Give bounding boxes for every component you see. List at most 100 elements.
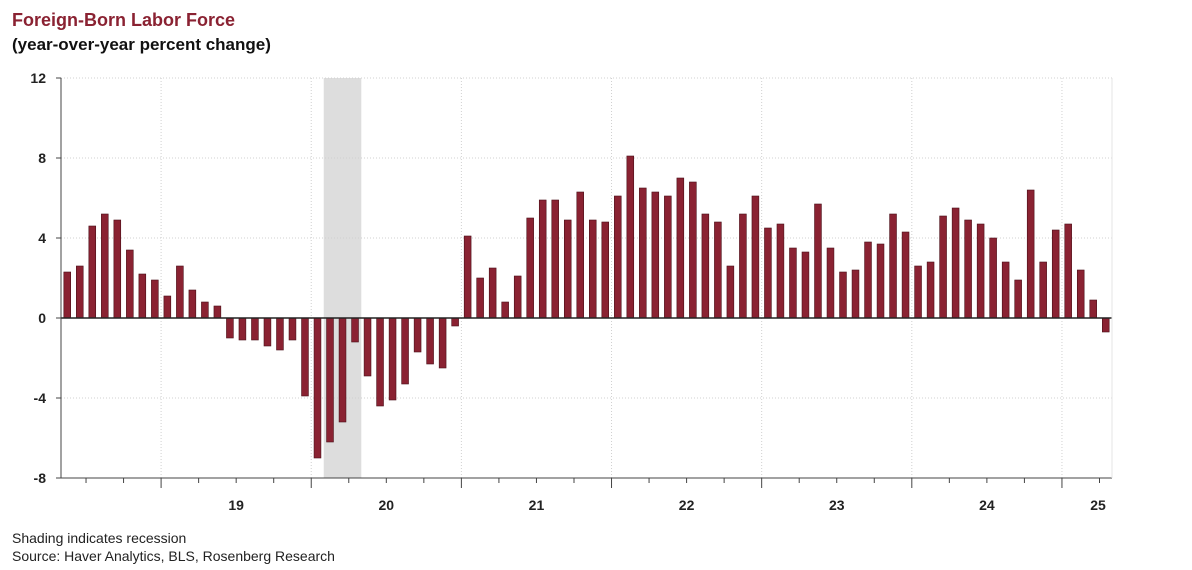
bar — [563, 219, 572, 319]
bar — [1026, 189, 1035, 319]
x-tick-label: 20 — [379, 497, 395, 513]
bar — [151, 279, 159, 319]
x-tick-label: 22 — [679, 497, 695, 513]
bar — [939, 215, 947, 319]
chart-subtitle: (year-over-year percent change) — [12, 35, 271, 54]
bar — [188, 289, 197, 319]
y-tick-label: 4 — [38, 230, 46, 246]
bar — [413, 317, 422, 353]
bar — [664, 195, 672, 319]
x-tick-label: 19 — [228, 497, 244, 513]
x-tick-label: 23 — [829, 497, 845, 513]
bar — [363, 317, 372, 377]
bar — [789, 247, 797, 319]
bar — [313, 317, 322, 459]
bar — [551, 199, 559, 319]
bar — [901, 231, 910, 319]
x-tick-label: 21 — [529, 497, 545, 513]
bar — [976, 223, 985, 319]
bar — [176, 265, 184, 319]
bar — [764, 227, 772, 319]
bar — [814, 203, 822, 319]
bar — [576, 191, 584, 319]
bar — [476, 277, 484, 319]
bar — [1039, 261, 1047, 319]
bar — [251, 317, 259, 341]
y-tick-label: 12 — [30, 70, 46, 86]
bar — [276, 317, 284, 351]
bar — [676, 177, 685, 319]
bar — [401, 317, 409, 385]
bar — [826, 247, 835, 319]
bar — [726, 265, 735, 319]
bar — [776, 223, 785, 319]
bar — [513, 275, 522, 319]
bar — [538, 199, 547, 319]
bar — [1076, 269, 1085, 319]
bar — [1089, 299, 1097, 319]
source-note: Source: Haver Analytics, BLS, Rosenberg … — [12, 548, 335, 564]
bar — [63, 271, 71, 319]
bar — [438, 317, 447, 369]
bar — [639, 187, 647, 319]
bar — [488, 267, 497, 319]
bar — [1051, 229, 1060, 319]
bar — [739, 213, 747, 319]
bar — [451, 317, 459, 327]
bar — [1001, 261, 1010, 319]
bar — [501, 301, 509, 319]
bar — [226, 317, 234, 339]
y-tick-label: -4 — [34, 390, 47, 406]
bar — [1102, 317, 1110, 333]
bar — [426, 317, 434, 365]
bar — [701, 213, 710, 319]
bar — [1064, 223, 1072, 319]
bar — [964, 219, 972, 319]
x-tick-label: 25 — [1090, 497, 1106, 513]
bar — [201, 301, 209, 319]
y-tick-label: 8 — [38, 150, 46, 166]
bar — [864, 241, 872, 319]
bar — [376, 317, 384, 407]
bar — [614, 195, 622, 319]
recession-note: Shading indicates recession — [12, 530, 187, 546]
bar — [914, 265, 922, 319]
bar — [138, 273, 147, 319]
bar — [76, 265, 84, 319]
bar — [1014, 279, 1022, 319]
bar — [163, 295, 172, 319]
bar — [113, 219, 122, 319]
x-tick-label: 24 — [979, 497, 995, 513]
bar — [689, 181, 697, 319]
bar — [589, 219, 597, 319]
bar — [951, 207, 960, 319]
y-tick-label: -8 — [34, 470, 47, 486]
bar — [714, 221, 722, 319]
chart-title: Foreign-Born Labor Force — [12, 10, 236, 30]
bar — [88, 225, 97, 319]
bar — [526, 217, 534, 319]
bar — [751, 195, 760, 319]
bar — [126, 249, 134, 319]
bar — [926, 261, 935, 319]
bar — [388, 317, 397, 401]
bar — [351, 317, 359, 343]
bar — [101, 213, 109, 319]
bar — [263, 317, 272, 347]
y-tick-label: 0 — [38, 310, 46, 326]
bar — [338, 317, 347, 423]
bar — [989, 237, 997, 319]
bar — [851, 269, 860, 319]
bar — [326, 317, 334, 443]
bar — [301, 317, 309, 397]
bar — [801, 251, 810, 319]
bar — [651, 191, 660, 319]
bar — [463, 235, 472, 319]
bar — [889, 213, 897, 319]
bar — [288, 317, 297, 341]
bar — [839, 271, 847, 319]
bar — [626, 155, 635, 319]
bar — [601, 221, 610, 319]
bar — [213, 305, 222, 319]
